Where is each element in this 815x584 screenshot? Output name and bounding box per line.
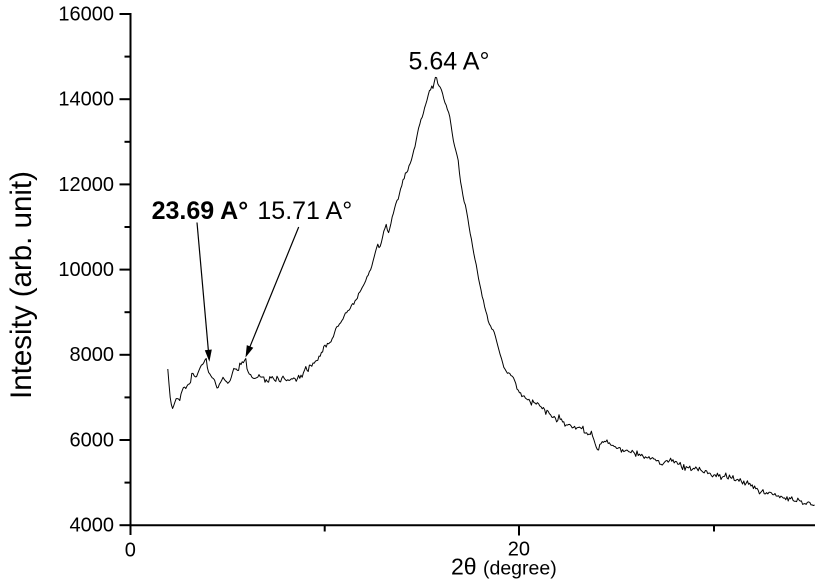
svg-text:20: 20	[508, 538, 530, 560]
svg-text:14000: 14000	[58, 89, 114, 111]
svg-text:12000: 12000	[58, 174, 114, 196]
svg-text:2θ (degree): 2θ (degree)	[451, 554, 557, 580]
svg-text:Intesity (arb. unit): Intesity (arb. unit)	[5, 171, 38, 399]
svg-text:16000: 16000	[58, 3, 114, 25]
svg-text:6000: 6000	[70, 429, 115, 451]
svg-text:5.64 A°: 5.64 A°	[409, 48, 490, 76]
svg-text:10000: 10000	[58, 259, 114, 281]
svg-text:23.69 A°: 23.69 A°	[152, 197, 249, 225]
svg-text:15.71 A°: 15.71 A°	[257, 197, 352, 225]
svg-text:8000: 8000	[70, 344, 115, 366]
svg-text:0: 0	[125, 539, 136, 561]
svg-text:4000: 4000	[70, 515, 115, 537]
